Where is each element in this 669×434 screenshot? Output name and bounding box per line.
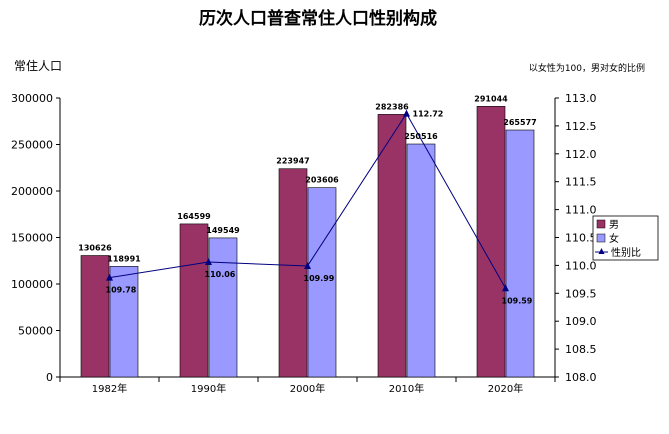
bars-group [80,106,535,378]
legend-label-ratio: 性别比 [611,246,641,259]
y2-tick-label: 110.0 [565,259,597,272]
y-tick-label: 300000 [11,92,53,105]
bar-label-female: 250516 [404,132,438,141]
bar-female [307,187,337,378]
legend-swatch-female [596,233,606,243]
legend-swatch-male [596,219,606,229]
x-tick-label: 1982年 [92,382,127,395]
bar-male [80,255,110,378]
legend-label-male: 男 [609,219,619,231]
y-tick-label: 200000 [11,185,53,198]
bar-female [406,143,436,378]
x-tick-label: 1990年 [191,382,226,395]
y2-tick-label: 111.5 [565,176,597,189]
y2-tick-label: 108.0 [565,371,597,384]
x-tick-label: 2010年 [389,382,424,395]
bar-male [377,114,407,378]
sex-ratio-marker [502,284,509,292]
legend-swatch-ratio-marker [598,248,605,254]
axes-group: 0 50000 100000 150000 200000 250000 300000 108.… [11,92,597,395]
y2-tick-label: 108.5 [565,343,597,356]
y-tick-label: 250000 [11,139,53,152]
bar-male [278,168,308,378]
y2-tick-label: 111.0 [565,204,597,217]
y-tick-label: 50000 [18,325,53,338]
bar-label-female: 203606 [305,176,339,185]
bar-label-male: 130626 [78,244,112,253]
y-tick-label: 100000 [11,278,53,291]
bar-female [505,129,535,378]
sex-ratio-marker [304,261,311,269]
sex-ratio-label: 109.99 [304,274,335,283]
bar-female [208,237,238,378]
y2-tick-label: 112.5 [565,120,597,133]
sex-ratio-label: 109.78 [106,286,137,295]
chart-title: 历次人口普查常住人口性别构成 [199,8,437,29]
y2-tick-label: 109.5 [565,287,597,300]
bar-label-male: 282386 [375,102,409,111]
bar-label-male: 223947 [276,157,309,166]
y-tick-label: 0 [46,371,53,384]
x-tick-label: 2000年 [290,382,325,395]
bar-male [476,106,506,378]
sex-ratio-marker [403,109,410,117]
sex-ratio-marker [205,258,212,266]
bar-label-male: 164599 [177,212,211,221]
sex-ratio-label: 110.06 [205,270,236,279]
y-tick-label: 150000 [11,232,53,245]
sex-ratio-line-group [106,109,509,292]
y-axis-label: 常住人口 [14,59,62,73]
bar-label-female: 265577 [503,118,536,127]
bar-male [179,223,209,378]
y2-tick-label: 113.0 [565,92,597,105]
legend-label-female: 女 [609,232,619,245]
x-tick-label: 2020年 [488,382,523,395]
y2-tick-label: 110.5 [565,232,597,245]
bar-label-male: 291044 [474,94,508,103]
y2-axis-label: 以女性为100，男对女的比例 [529,62,645,74]
sex-ratio-label: 109.59 [502,296,533,305]
bar-label-female: 118991 [107,254,141,263]
sex-ratio-label: 112.72 [413,110,444,119]
sex-ratio-marker [106,273,113,281]
y2-tick-label: 112.0 [565,148,597,161]
bar-label-female: 149549 [206,226,240,235]
y2-tick-label: 109.0 [565,315,597,328]
bar-female [109,266,139,378]
